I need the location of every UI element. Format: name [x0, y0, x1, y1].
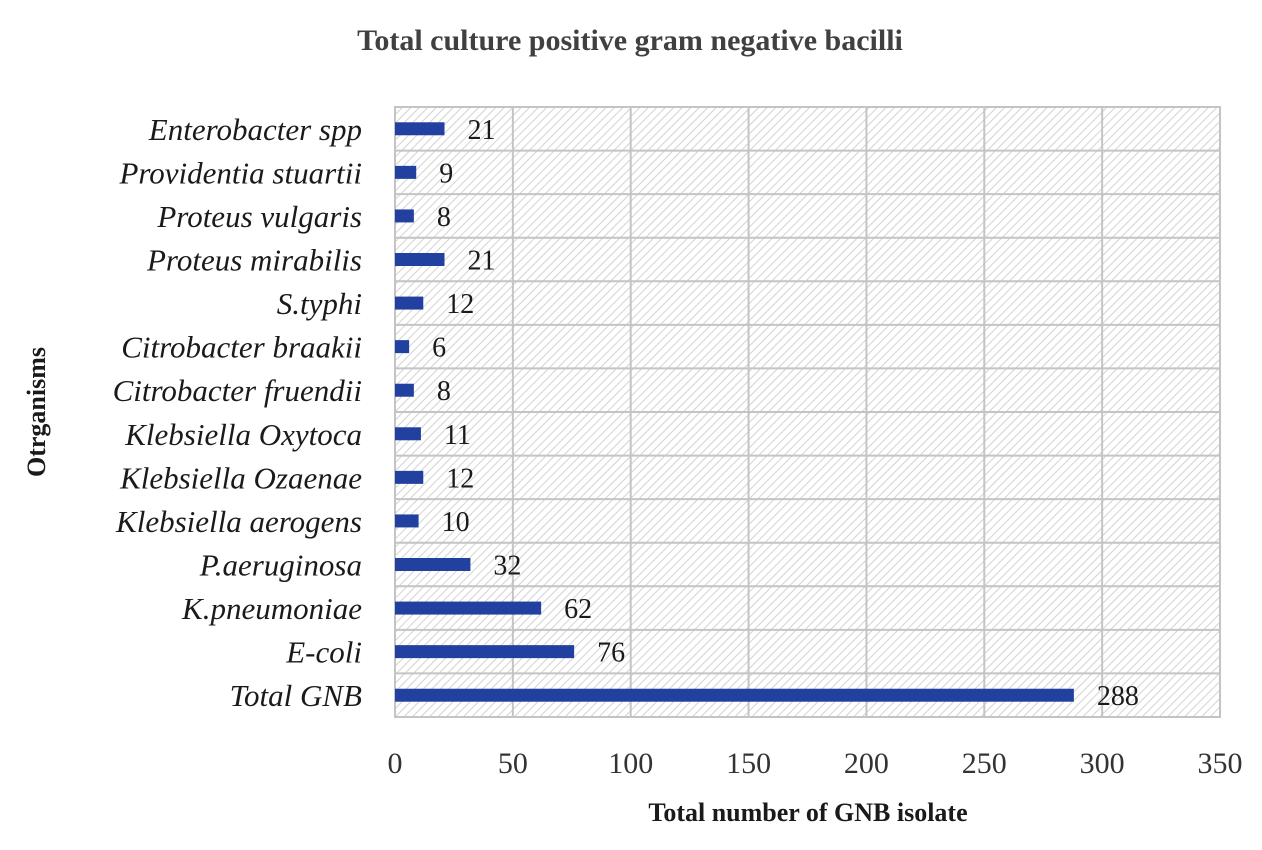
category-label: Total GNB: [230, 678, 362, 713]
x-tick-label: 350: [1198, 747, 1243, 780]
data-label: 12: [446, 463, 474, 494]
category-label: Klebsiella aerogens: [115, 504, 362, 539]
bar: [395, 601, 542, 615]
bar: [395, 427, 421, 441]
y-axis-title: Otrganisms: [22, 347, 51, 477]
x-axis-title: Total number of GNB isolate: [648, 798, 967, 827]
bar: [395, 470, 424, 484]
x-tick-label: 250: [962, 747, 1007, 780]
grid: [395, 107, 1220, 717]
x-tick-label: 150: [726, 747, 771, 780]
bar: [395, 165, 417, 179]
data-label: 12: [446, 289, 474, 320]
bar: [395, 558, 471, 571]
x-tick-label: 50: [498, 747, 528, 780]
bar: [395, 122, 445, 136]
data-label: 21: [468, 246, 496, 277]
x-tick-label: 200: [844, 747, 889, 780]
category-label: Proteus vulgaris: [156, 199, 362, 234]
category-labels: Enterobacter spp Providentia stuartii Prot…: [113, 112, 363, 713]
category-label: Citrobacter fruendii: [113, 373, 362, 408]
data-label: 9: [439, 158, 453, 189]
bar: [395, 296, 424, 310]
category-label: Klebsiella Ozaenae: [119, 460, 362, 495]
data-label: 62: [564, 594, 592, 625]
bar: [395, 340, 410, 354]
data-label: 288: [1097, 681, 1139, 712]
category-label: P.aeruginosa: [199, 548, 362, 583]
x-tick-label: 100: [608, 747, 653, 780]
chart-title: Total culture positive gram negative bac…: [357, 24, 903, 57]
x-tick-label: 0: [388, 747, 403, 780]
data-label: 8: [437, 202, 451, 233]
data-label: 10: [442, 507, 470, 538]
bar: [395, 253, 445, 266]
category-label: Proteus mirabilis: [146, 243, 362, 278]
data-label: 76: [597, 638, 625, 669]
bar: [395, 645, 575, 659]
category-label: Enterobacter spp: [148, 112, 362, 147]
bar: [395, 383, 414, 397]
category-label: Providentia stuartii: [118, 155, 362, 190]
data-label: 8: [437, 376, 451, 407]
x-tick-label: 300: [1080, 747, 1125, 780]
bar: [395, 688, 1074, 702]
data-label: 6: [432, 333, 446, 364]
category-label: Citrobacter braakii: [121, 330, 362, 365]
data-label: 32: [493, 551, 521, 582]
x-tick-labels: 0 50 100 150 200 250 300 350: [388, 747, 1243, 780]
category-label: E-coli: [285, 635, 362, 670]
category-label: S.typhi: [277, 286, 362, 321]
data-label: 11: [444, 420, 471, 451]
bar: [395, 514, 419, 528]
bar: [395, 209, 414, 223]
data-label: 21: [468, 115, 496, 146]
category-label: K.pneumoniae: [181, 591, 362, 626]
category-label: Klebsiella Oxytoca: [124, 417, 362, 452]
